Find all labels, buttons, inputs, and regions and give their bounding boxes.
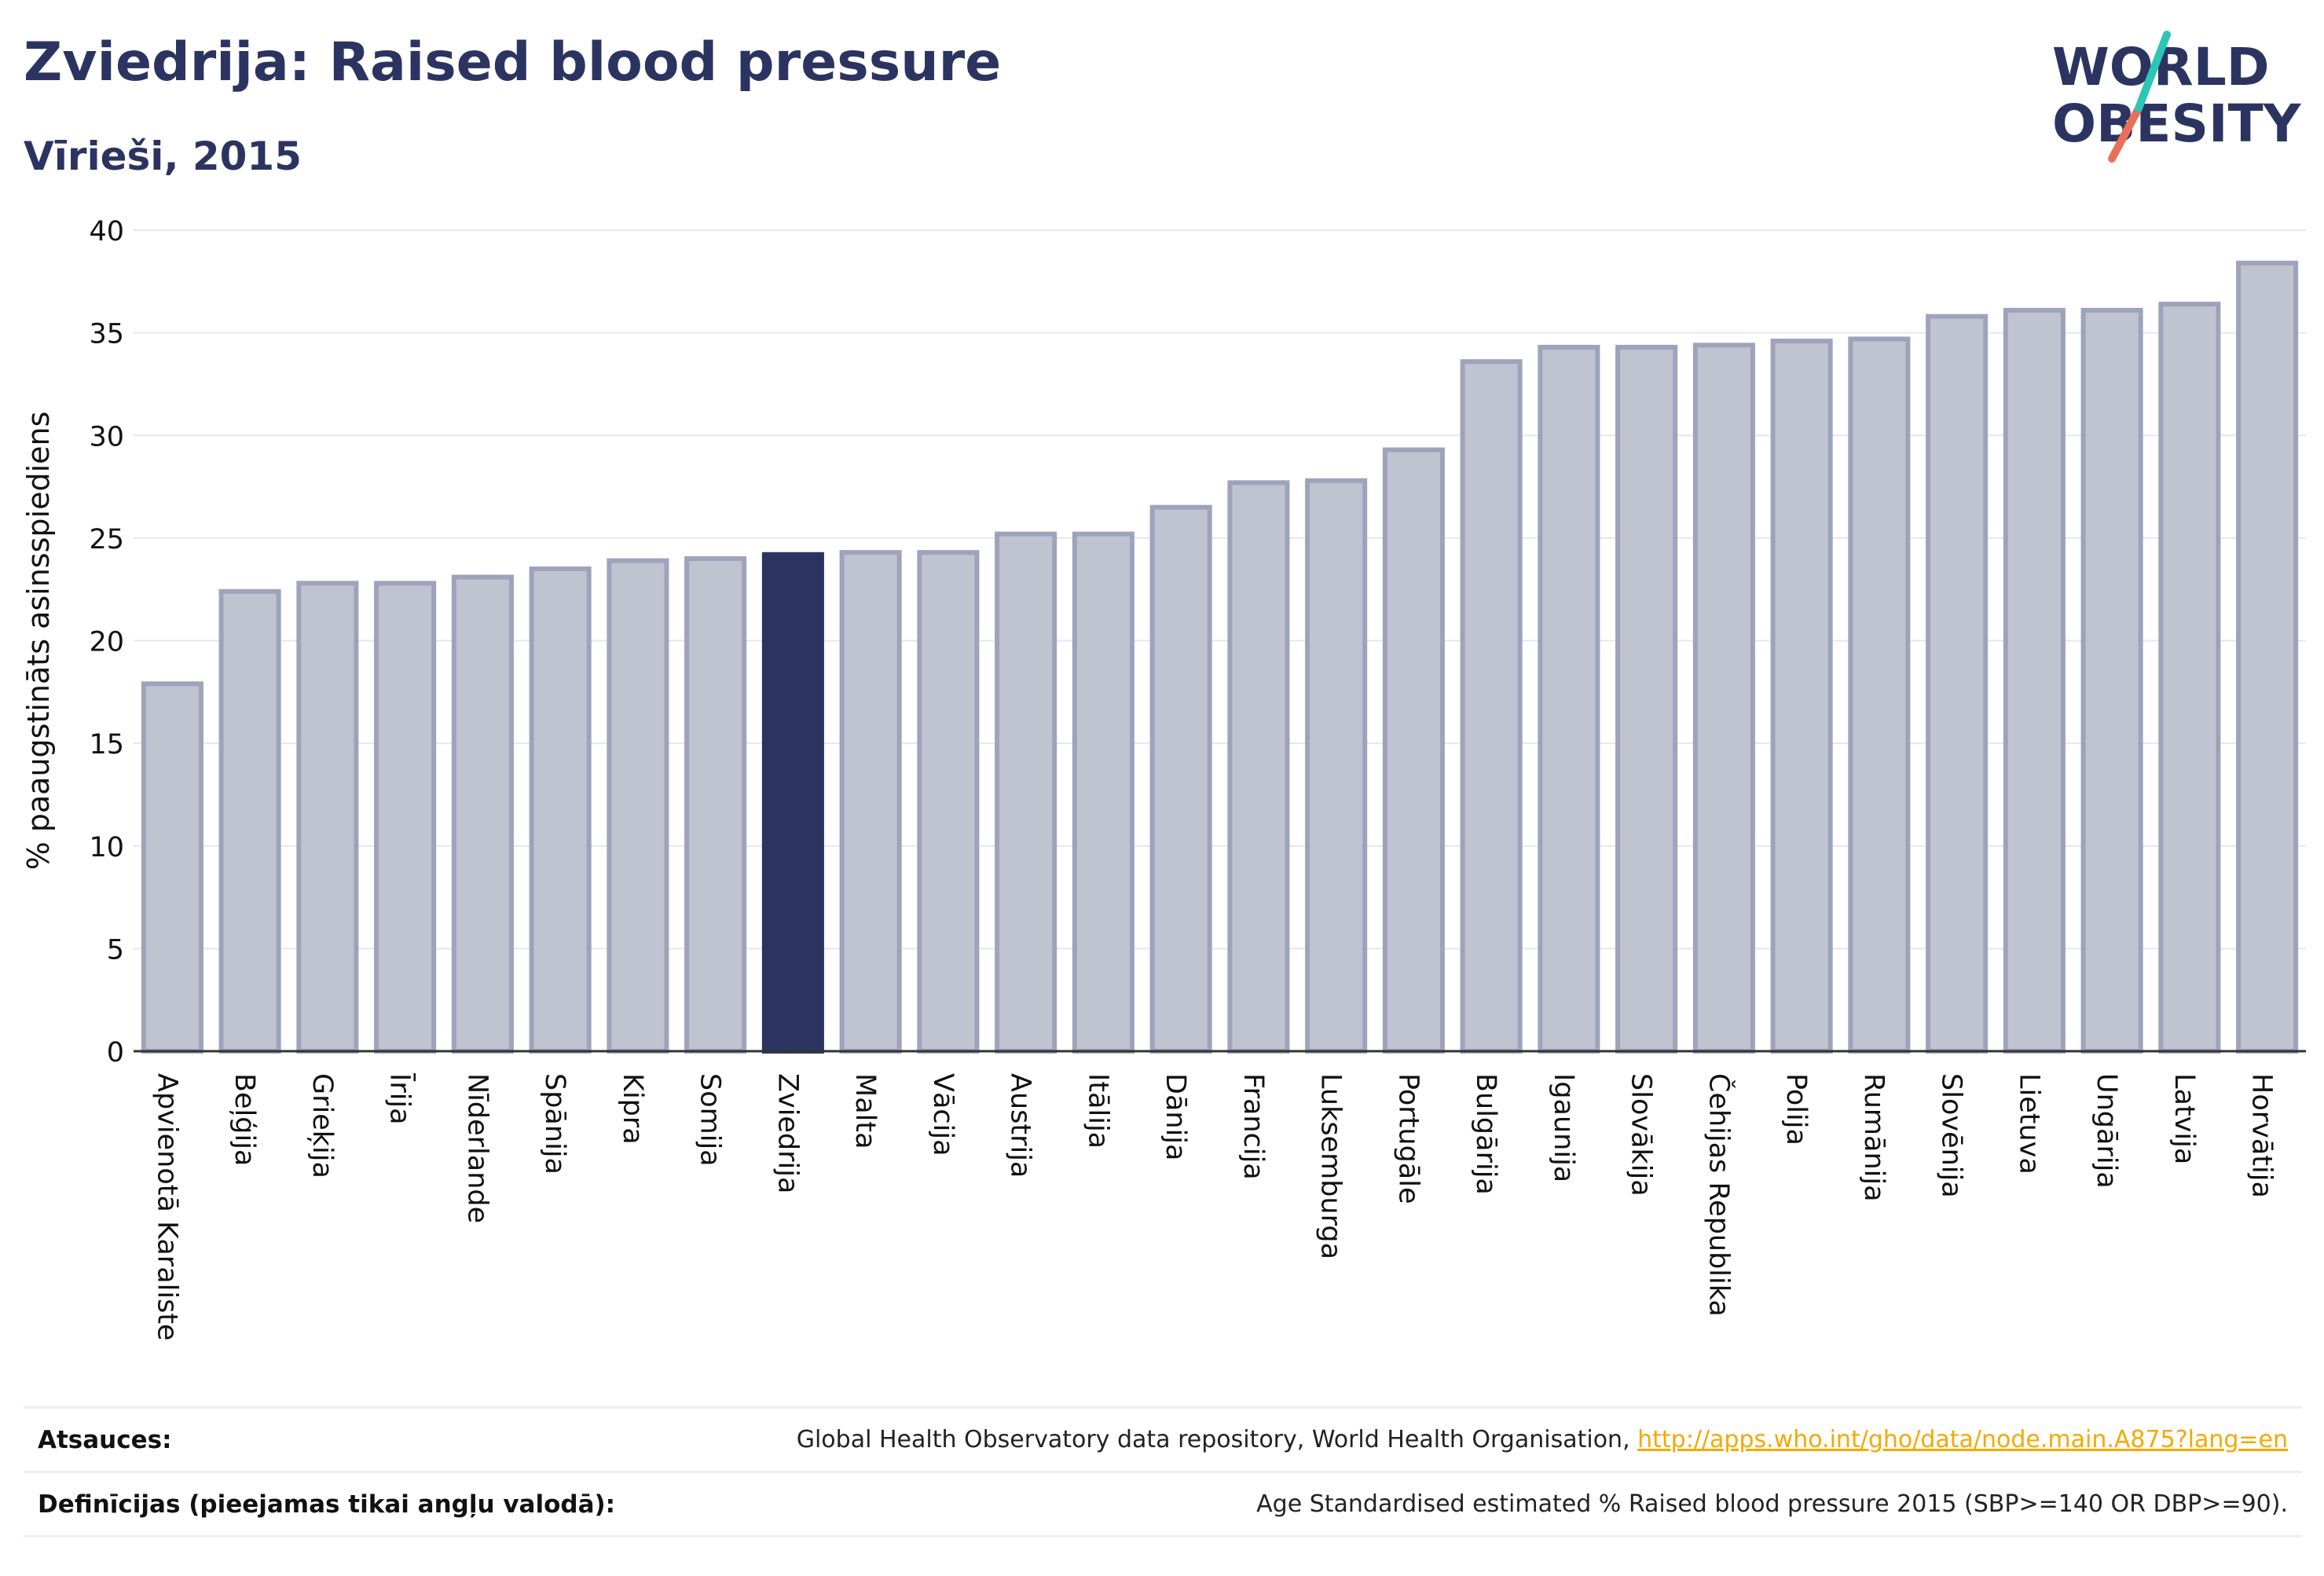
bar-vācija — [917, 550, 980, 1054]
bar-grieķija — [296, 581, 359, 1054]
bar-rumānija — [1848, 336, 1911, 1054]
footer-divider-bottom — [24, 1535, 2302, 1538]
bar-beļģija — [218, 588, 281, 1054]
bar-horvātija — [2236, 260, 2299, 1054]
x-tick-label: Francija — [1237, 1073, 1269, 1180]
footer-divider-top — [24, 1406, 2302, 1409]
y-tick-label: 35 — [89, 319, 124, 350]
bar-francija — [1227, 480, 1290, 1054]
logo-slash-red — [2108, 104, 2143, 163]
y-axis-label: % paaugstināts asinsspiediens — [21, 412, 56, 870]
bar-austrija — [995, 531, 1058, 1054]
x-tick-label: Slovākija — [1626, 1073, 1657, 1197]
bars — [141, 260, 2299, 1054]
x-tick-label: Horvātija — [2246, 1073, 2278, 1198]
bar-nīderlande — [451, 574, 514, 1054]
x-tick-label: Igaunija — [1548, 1073, 1579, 1182]
y-tick-label: 40 — [89, 216, 124, 247]
y-tick-label: 0 — [107, 1037, 124, 1068]
x-tick-label: Austrija — [1005, 1073, 1036, 1178]
x-tick-label: Bulgārija — [1470, 1073, 1501, 1195]
bar-polija — [1770, 339, 1833, 1054]
y-tick-label: 15 — [89, 729, 124, 761]
bar-ungārija — [2080, 307, 2143, 1054]
x-tick-label: Dānija — [1160, 1073, 1191, 1160]
bar-dānija — [1149, 504, 1212, 1054]
bar-īrija — [374, 581, 437, 1054]
y-tick-labels: 0 5 10 15 20 25 30 35 40 — [89, 216, 124, 1068]
bar-latvija — [2158, 302, 2221, 1054]
x-tick-label: Nīderlande — [461, 1073, 493, 1223]
x-tick-label: Latvija — [2168, 1073, 2200, 1164]
sources-text: Global Health Observatory data repositor… — [796, 1426, 1638, 1453]
bar-slovākija — [1615, 344, 1678, 1054]
definitions-label: Definīcijas (pieejamas tikai angļu valod… — [38, 1490, 616, 1519]
footer-divider-middle — [24, 1471, 2302, 1473]
bar-malta — [839, 550, 902, 1054]
x-tick-label: Itālija — [1082, 1073, 1113, 1149]
x-tick-label: Slovēnija — [1936, 1073, 1967, 1198]
x-tick-label: Portugāle — [1392, 1073, 1424, 1204]
definitions-value: Age Standardised estimated % Raised bloo… — [1256, 1490, 2288, 1518]
x-tick-label: Lietuva — [2013, 1073, 2044, 1175]
bar-igaunija — [1538, 344, 1600, 1054]
x-tick-label: Grieķija — [306, 1073, 338, 1178]
bar-bulgārija — [1460, 359, 1523, 1054]
sources-value: Global Health Observatory data repositor… — [797, 1426, 2288, 1453]
x-tick-label: Apvienotā Karaliste — [151, 1073, 182, 1341]
bar-chart: 0 5 10 15 20 25 30 35 40 % paaugstināts asinsspi… — [21, 216, 2306, 1341]
x-tick-label: Luksemburga — [1315, 1073, 1347, 1259]
bar-čehijas-republika — [1692, 343, 1755, 1054]
page-subtitle: Vīrieši, 2015 — [24, 134, 302, 179]
y-tick-label: 10 — [89, 832, 124, 863]
y-tick-label: 20 — [89, 627, 124, 658]
logo-slash-teal — [2135, 31, 2171, 112]
x-tick-label: Ungārija — [2091, 1073, 2122, 1189]
x-tick-label: Īrija — [384, 1073, 416, 1125]
bar-luksemburga — [1305, 478, 1368, 1054]
x-tick-label: Kipra — [617, 1073, 648, 1145]
world-obesity-logo: WORLD OBESITY — [2052, 31, 2302, 163]
y-tick-label: 5 — [107, 934, 124, 966]
bar-spānija — [529, 566, 592, 1054]
bar-apvienotā-karaliste — [141, 681, 203, 1054]
x-tick-label: Zviedrija — [772, 1073, 803, 1193]
logo-line2: OBESITY — [2052, 93, 2302, 154]
bar-kipra — [607, 558, 669, 1054]
bar-itālija — [1072, 531, 1135, 1054]
y-tick-label: 25 — [89, 524, 124, 555]
x-tick-label: Malta — [849, 1073, 881, 1149]
x-tick-label: Rumānija — [1858, 1073, 1890, 1202]
y-tick-label: 30 — [89, 421, 124, 453]
bar-somija — [684, 556, 747, 1054]
x-tick-label: Beļģija — [229, 1073, 260, 1166]
sources-link[interactable]: http://apps.who.int/gho/data/node.main.A… — [1637, 1426, 2288, 1453]
x-tick-label: Somija — [695, 1073, 726, 1167]
sources-label: Atsauces: — [38, 1426, 172, 1454]
x-tick-labels: Apvienotā Karaliste Beļģija Grieķija Īrija N… — [151, 1073, 2277, 1341]
x-tick-label: Čehijas Republika — [1703, 1073, 1736, 1317]
page-title: Zviedrija: Raised blood pressure — [24, 31, 1002, 93]
bar-slovēnija — [1926, 313, 1989, 1054]
x-tick-label: Polija — [1780, 1073, 1812, 1145]
bar-lietuva — [2003, 307, 2066, 1054]
x-tick-label: Vācija — [927, 1073, 959, 1156]
x-tick-label: Spānija — [539, 1073, 570, 1175]
bar-zviedrija — [761, 552, 824, 1054]
bar-portugāle — [1382, 447, 1445, 1054]
